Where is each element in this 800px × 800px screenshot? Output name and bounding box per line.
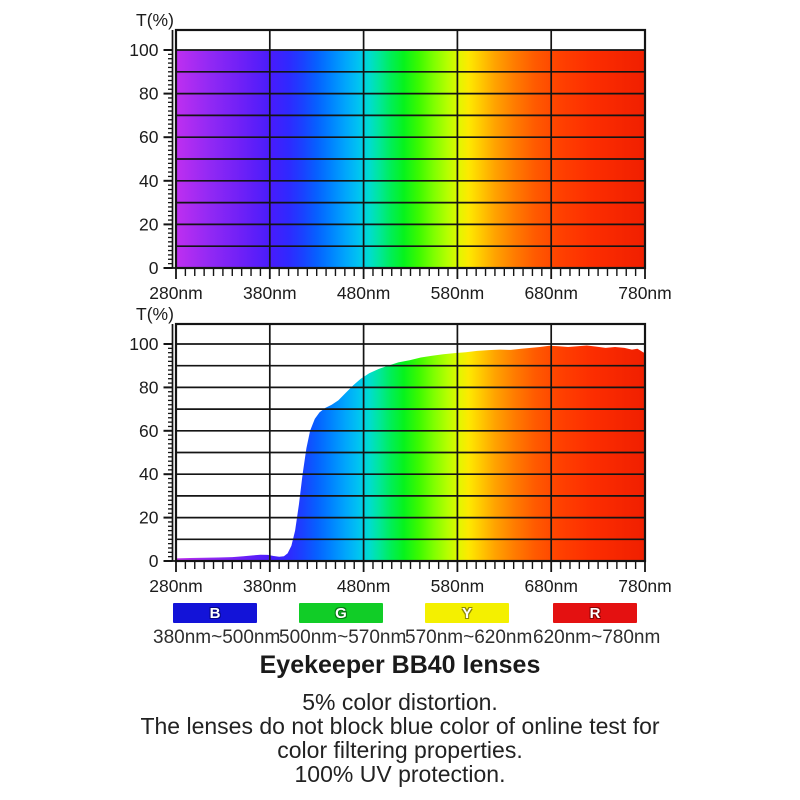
gridlines — [176, 30, 645, 268]
caption-color-distortion: 5% color distortion. — [302, 689, 498, 715]
svg-text:680nm: 680nm — [524, 283, 578, 303]
legend-swatch-red: R — [553, 603, 637, 623]
axis-labels: 0 20 40 60 80 100 280nm 380nm 480nm 580nm 680nm 780… — [129, 10, 671, 303]
svg-text:100: 100 — [129, 40, 158, 60]
svg-text:0: 0 — [149, 258, 159, 278]
legend-item-red: R 620nm~780nm — [533, 603, 661, 649]
legend-swatch-green: G — [299, 603, 383, 623]
legend-letter-r: R — [589, 604, 601, 622]
legend-range-yellow: 570nm~620nm — [405, 627, 533, 648]
svg-text:580nm: 580nm — [431, 283, 485, 303]
product-title: Eyekeeper BB40 lenses — [259, 651, 541, 679]
svg-text:280nm: 280nm — [149, 576, 203, 596]
svg-text:80: 80 — [139, 377, 159, 397]
legend-range-green: 500nm~570nm — [279, 627, 407, 648]
svg-text:280nm: 280nm — [149, 283, 203, 303]
full-spectrum-chart: 0 20 40 60 80 100 280nm 380nm 480nm 580nm 680nm 780… — [129, 10, 671, 303]
legend-item-green: G 500nm~570nm — [279, 603, 407, 649]
caption-blue-block-2: color filtering properties. — [277, 737, 523, 763]
svg-text:60: 60 — [139, 421, 159, 441]
legend-range-red: 620nm~780nm — [533, 627, 661, 648]
legend-swatch-blue: B — [173, 603, 257, 623]
legend-item-blue: B 380nm~500nm — [153, 603, 281, 649]
svg-text:60: 60 — [139, 127, 159, 147]
gridlines — [176, 324, 645, 561]
svg-text:480nm: 480nm — [337, 576, 391, 596]
svg-text:780nm: 780nm — [618, 283, 672, 303]
legend-range-blue: 380nm~500nm — [153, 627, 281, 648]
caption-blue-block-1: The lenses do not block blue color of on… — [140, 713, 660, 739]
svg-text:80: 80 — [139, 84, 159, 104]
legend-letter-g: G — [335, 604, 347, 622]
y-axis-title: T(%) — [136, 304, 174, 324]
axes — [163, 30, 646, 279]
svg-text:20: 20 — [139, 214, 159, 234]
legend-letter-b: B — [209, 604, 221, 622]
svg-text:780nm: 780nm — [618, 576, 672, 596]
svg-text:380nm: 380nm — [243, 576, 297, 596]
spectrum-band-legend: B 380nm~500nm G 500nm~570nm Y 570nm~620n… — [0, 603, 800, 653]
svg-text:20: 20 — [139, 508, 159, 528]
legend-swatch-yellow: Y — [425, 603, 509, 623]
lens-transmission-chart: 0 20 40 60 80 100 280nm 380nm 480nm 580nm 680nm 780… — [129, 304, 671, 596]
svg-text:680nm: 680nm — [524, 576, 578, 596]
axes — [163, 324, 646, 572]
legend-letter-y: Y — [461, 604, 472, 622]
svg-text:0: 0 — [149, 551, 159, 571]
y-axis-title: T(%) — [136, 10, 174, 30]
svg-text:40: 40 — [139, 464, 159, 484]
caption-uv-protection: 100% UV protection. — [294, 761, 506, 787]
svg-text:580nm: 580nm — [431, 576, 485, 596]
svg-text:40: 40 — [139, 171, 159, 191]
legend-item-yellow: Y 570nm~620nm — [405, 603, 533, 649]
svg-text:100: 100 — [129, 334, 158, 354]
svg-text:480nm: 480nm — [337, 283, 391, 303]
axis-labels: 0 20 40 60 80 100 280nm 380nm 480nm 580nm 680nm 780… — [129, 304, 671, 596]
svg-text:380nm: 380nm — [243, 283, 297, 303]
